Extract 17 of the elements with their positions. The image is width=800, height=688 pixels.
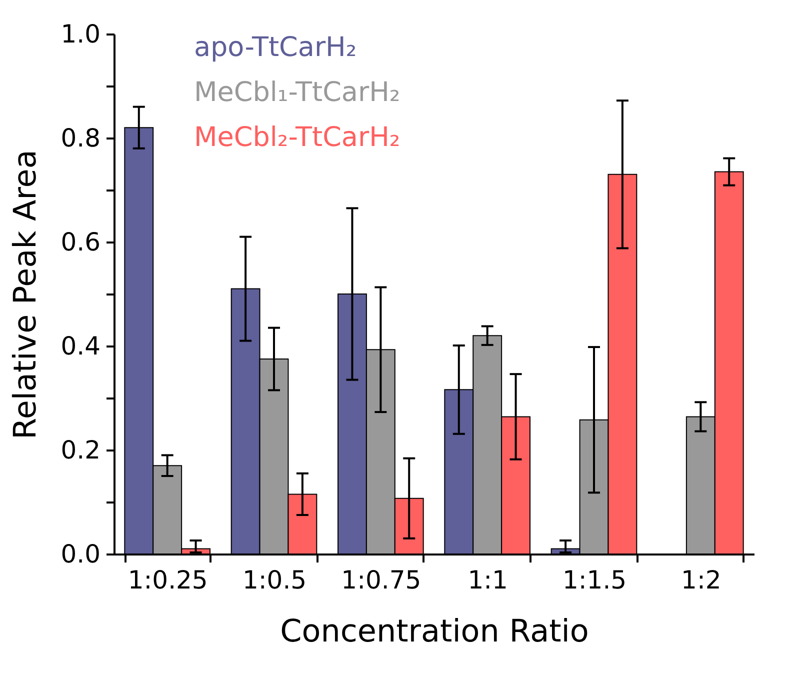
x-tick-label: 1:2 <box>681 566 722 594</box>
text: apo-TtCarH₂ <box>194 32 357 63</box>
y-axis-title: Relative Peak Area <box>8 150 44 440</box>
x-tick-label: 1:1.5 <box>562 566 627 594</box>
x-tick-label: 1:0.75 <box>341 566 422 594</box>
x-tick-label: 1:0.5 <box>242 566 307 594</box>
y-tick-label: 0.8 <box>60 124 100 152</box>
y-tick-label: 0.6 <box>60 228 100 256</box>
x-tick-label: 1:0.25 <box>128 566 208 594</box>
text: MeCbl₂-TtCarH₂ <box>194 122 400 153</box>
y-tick-label: 0.4 <box>60 332 100 360</box>
y-tick-label: 0.2 <box>60 436 100 464</box>
y-tick-label: 0.0 <box>60 540 100 568</box>
y-tick-label: 1.0 <box>60 20 100 48</box>
x-tick-label: 1:1 <box>468 566 508 594</box>
x-axis-title: Concentration Ratio <box>280 614 589 650</box>
text: MeCbl₁-TtCarH₂ <box>194 77 400 108</box>
